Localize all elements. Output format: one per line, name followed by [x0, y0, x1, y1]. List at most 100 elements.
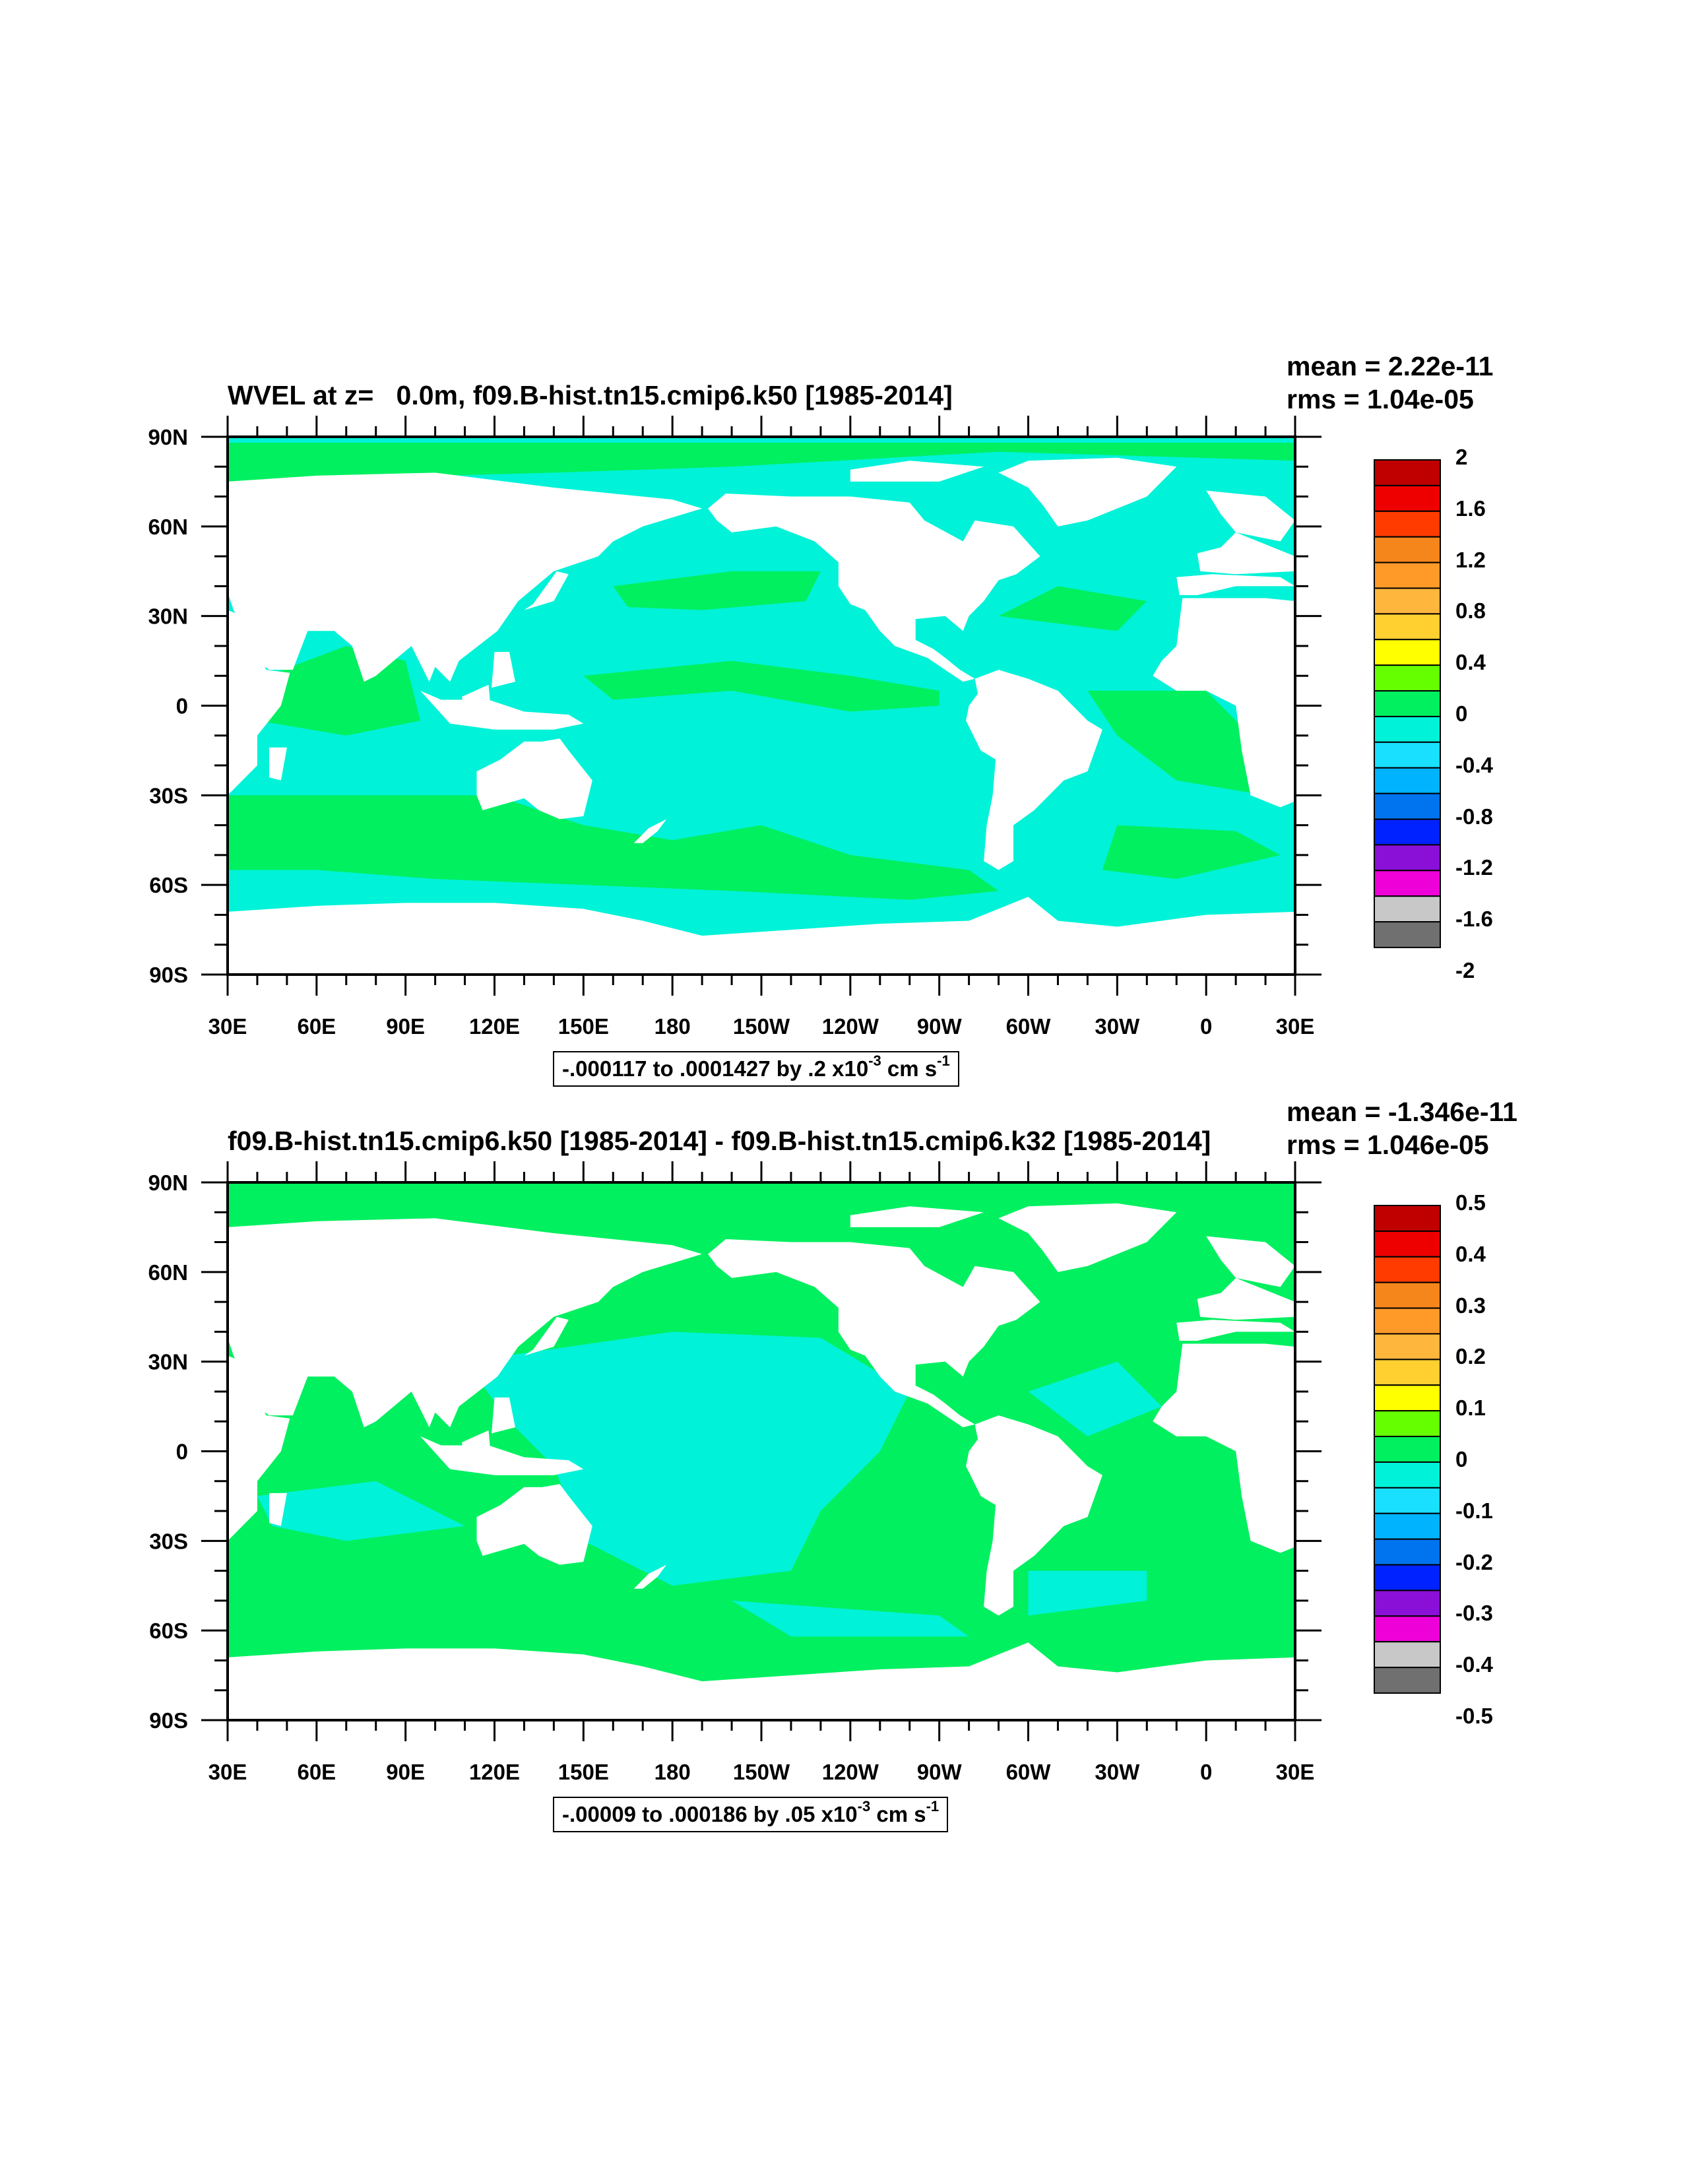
land-region: [1206, 1236, 1295, 1287]
x-tick-label: 120W: [822, 1014, 879, 1039]
x-tick-label: 60W: [1006, 1760, 1052, 1784]
colorbar-swatch: [1374, 484, 1441, 512]
colorbar-swatch: [1374, 1590, 1441, 1617]
x-tick-label: 30E: [1276, 1014, 1315, 1039]
land-region: [524, 571, 569, 610]
x-tick-label: 150W: [733, 1760, 790, 1784]
chart-title: WVEL at z= 0.0m, f09.B-hist.tn15.cmip6.k…: [228, 380, 953, 410]
colorbar-swatch: [1374, 741, 1441, 769]
land-region: [269, 747, 287, 781]
x-tick-label: 30W: [1095, 1760, 1140, 1784]
land-region: [524, 1316, 569, 1356]
anomaly-patch: [1102, 825, 1281, 880]
colorbar-swatch: [1374, 459, 1441, 486]
colorbar: [1374, 459, 1441, 948]
x-tick-label: 180: [654, 1760, 691, 1784]
colorbar-swatch: [1374, 510, 1441, 538]
land-region: [998, 457, 1177, 527]
colorbar-swatch: [1374, 1333, 1441, 1361]
colorbar-label: 1.6: [1455, 496, 1486, 521]
colorbar-label: -0.1: [1455, 1498, 1493, 1523]
land-region: [850, 461, 984, 482]
land-region: [420, 690, 584, 730]
land-region: [476, 738, 592, 819]
colorbar-label: -1.2: [1455, 855, 1493, 880]
x-tick-label: 120E: [469, 1014, 520, 1039]
anomaly-patch: [1028, 1570, 1147, 1616]
colorbar-swatch: [1374, 1538, 1441, 1566]
colorbar-label: -0.4: [1455, 1652, 1493, 1677]
land-region: [966, 1415, 1102, 1616]
land-mask: [228, 1203, 1295, 1720]
land-region: [708, 494, 1040, 682]
land-region: [966, 670, 1102, 870]
colorbar-label: 0.3: [1455, 1293, 1486, 1318]
map-plot: 30E 60E 90E 120E 150E 180 150W 120W 90W 60W 30W 0 30…: [148, 1161, 1322, 1784]
colorbar-swatch: [1374, 715, 1441, 743]
y-tick-label: 60S: [149, 873, 188, 897]
x-tick-label: 150E: [558, 1014, 609, 1039]
y-tick-label: 0: [176, 694, 188, 719]
land-region: [228, 1218, 703, 1428]
y-tick-label: 60N: [148, 1260, 188, 1285]
x-tick-label: 90W: [917, 1014, 963, 1039]
y-tick-label: 90S: [149, 1708, 188, 1733]
colorbar-swatch: [1374, 1384, 1441, 1412]
colorbar-label: 0.2: [1455, 1344, 1486, 1369]
colorbar-label: 1.2: [1455, 547, 1486, 572]
x-axis-labels: 30E 60E 90E 120E 150E 180 150W 120W 90W 60W 30W 0 30…: [208, 1760, 1315, 1784]
x-tick-label: 30E: [208, 1760, 247, 1784]
land-region: [476, 1484, 592, 1565]
land-region: [420, 1436, 584, 1475]
x-tick-label: 0: [1200, 1760, 1212, 1784]
anomaly-patch: [732, 1600, 969, 1637]
x-tick-label: 150W: [733, 1014, 790, 1039]
colorbar-label: -0.8: [1455, 804, 1493, 829]
colorbar-swatch: [1374, 1512, 1441, 1540]
colorbar-swatch: [1374, 895, 1441, 923]
x-tick-label: 120W: [822, 1760, 879, 1784]
colorbar-swatch: [1374, 844, 1441, 872]
y-tick-label: 30N: [148, 604, 188, 629]
land-mask: [228, 457, 1295, 975]
colorbar-label: -0.5: [1455, 1703, 1493, 1728]
colorbar-swatch: [1374, 767, 1441, 794]
land-region: [462, 1430, 492, 1463]
land-region: [228, 610, 290, 796]
anomaly-patch: [1087, 690, 1266, 796]
colorbar-swatch: [1374, 664, 1441, 692]
mean-stat: mean = -1.346e-11: [1287, 1097, 1517, 1127]
axis-ticks: [201, 1161, 1322, 1741]
mean-stat: mean = 2.22e-11: [1287, 351, 1494, 381]
y-tick-label: 60S: [149, 1619, 188, 1643]
colorbar-label: -0.3: [1455, 1601, 1493, 1626]
colorbar-label: 0.5: [1455, 1190, 1486, 1215]
y-tick-label: 90N: [148, 425, 188, 449]
land-region: [1176, 1320, 1295, 1341]
land-region: [1153, 1343, 1295, 1553]
x-tick-label: 90W: [917, 1760, 963, 1784]
anomaly-patch: [583, 660, 940, 712]
colorbar-label: 0.1: [1455, 1396, 1486, 1421]
x-tick-label: 60E: [297, 1760, 336, 1784]
x-tick-label: 30E: [208, 1014, 247, 1039]
colorbar-swatch: [1374, 1281, 1441, 1309]
colorbar-label: -2: [1455, 957, 1475, 982]
colorbar-label: 0: [1455, 1446, 1468, 1471]
colorbar-label: -1.6: [1455, 907, 1493, 932]
y-axis-labels: 90N 60N 30N 0 30S 60S 90S: [148, 1171, 188, 1733]
x-tick-label: 60W: [1006, 1014, 1052, 1039]
colorbar-label: 0.4: [1455, 650, 1486, 675]
colorbar-label: -0.4: [1455, 752, 1493, 777]
y-tick-label: 90S: [149, 963, 188, 987]
colorbar-swatch: [1374, 1487, 1441, 1514]
x-tick-label: 90E: [386, 1014, 425, 1039]
land-region: [1197, 532, 1295, 575]
colorbar-swatch: [1374, 1436, 1441, 1463]
anomaly-patch: [228, 443, 1295, 482]
axis-ticks: [201, 416, 1322, 996]
x-axis-labels: 30E 60E 90E 120E 150E 180 150W 120W 90W 60W 30W 0 30…: [208, 1014, 1315, 1039]
land-region: [492, 652, 515, 688]
land-region: [998, 1203, 1177, 1272]
colorbar-label: 0: [1455, 701, 1468, 726]
